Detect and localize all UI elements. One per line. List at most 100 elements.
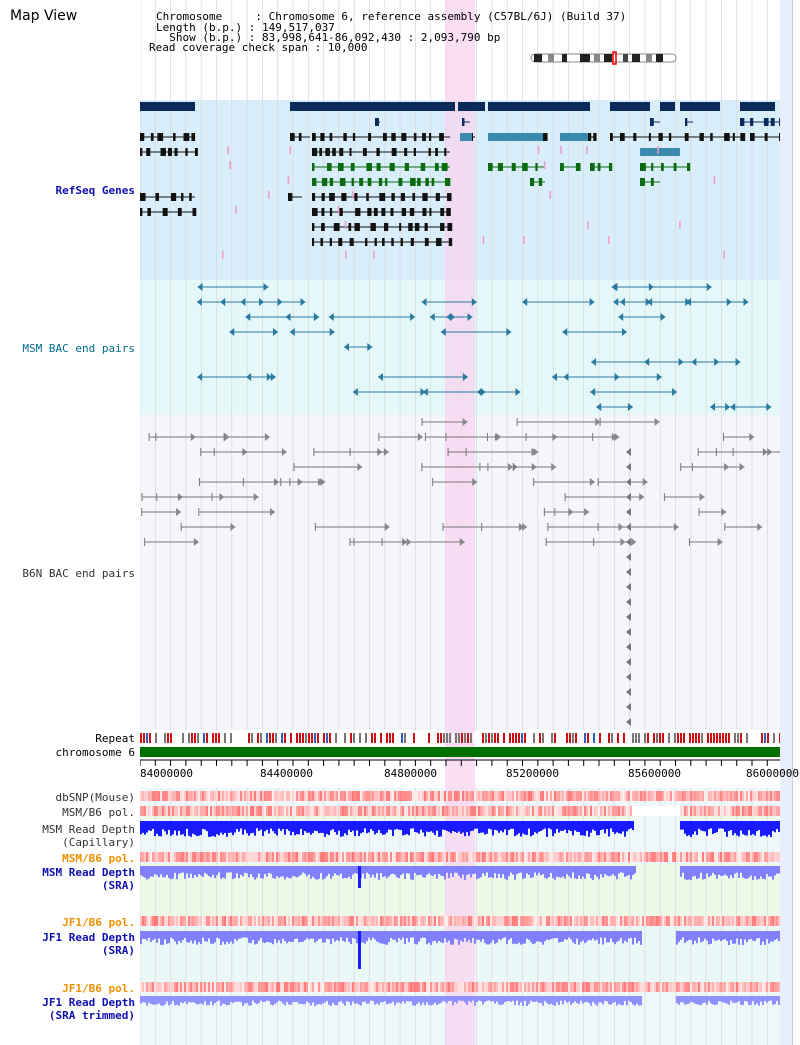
exon	[462, 118, 465, 126]
msm-depth-sra-bar	[758, 866, 760, 880]
dbsnp-heat	[306, 791, 308, 801]
msm-depth-sra-bar	[336, 866, 338, 876]
msm-depth-sra-bar	[364, 866, 366, 879]
jf1-depth-trim-bar	[482, 996, 484, 1005]
jf1-depth-trim-bar	[602, 996, 604, 1005]
jf1-b6-pol-heat	[534, 916, 536, 926]
jf1-b6-pol-trim-heat	[754, 982, 756, 992]
msm-b6-pol-sra-heat	[170, 852, 172, 862]
msm-depth-capillary-bar	[506, 821, 508, 836]
msm-depth-capillary-bar	[712, 821, 714, 835]
axis-tick-label: 84000000	[140, 767, 193, 780]
jf1-depth-sra-bar	[392, 931, 394, 940]
msm-depth-sra-bar	[206, 866, 208, 875]
dbsnp-heat	[428, 791, 430, 801]
bac-end	[197, 283, 203, 291]
exon	[410, 238, 414, 246]
bac-end	[626, 703, 631, 711]
msm-b6-pol-sra-heat	[758, 852, 760, 862]
jf1-b6-pol-heat	[342, 916, 344, 926]
dbsnp-heat	[262, 791, 264, 801]
repeat-mark	[665, 733, 667, 743]
jf1-depth-trim-bar	[452, 996, 454, 1006]
msm-b6-pol-sra-heat	[556, 852, 558, 862]
jf1-b6-pol-heat	[154, 916, 156, 926]
msm-b6-pol-sra-heat	[208, 852, 210, 862]
msm-depth-capillary-bar	[582, 821, 584, 836]
dbsnp-heat	[238, 791, 240, 801]
msm-b6-pol-heat	[286, 806, 288, 816]
jf1-b6-pol-heat	[726, 916, 728, 926]
jf1-depth-trim-bar	[200, 996, 202, 1004]
msm-b6-pol-heat	[488, 806, 490, 816]
vertical-scrollbar[interactable]	[792, 0, 800, 1045]
msm-b6-pol-sra-heat	[140, 852, 142, 862]
msm-b6-pol-heat	[630, 806, 632, 816]
exon	[348, 223, 352, 231]
track-label-b6n-bac: B6N BAC end pairs	[22, 567, 135, 580]
jf1-b6-pol-trim-heat	[334, 982, 336, 992]
msm-depth-sra-bar	[606, 866, 608, 876]
msm-b6-pol-heat	[566, 806, 568, 816]
jf1-depth-sra-bar	[454, 931, 456, 939]
jf1-depth-sra-bar	[232, 931, 234, 944]
jf1-depth-sra-bar	[428, 931, 430, 943]
jf1-b6-pol-heat	[142, 916, 144, 926]
jf1-b6-pol-heat	[434, 916, 436, 926]
dbsnp-heat	[220, 791, 222, 801]
dbsnp-heat	[242, 791, 244, 801]
jf1-depth-trim-bar	[496, 996, 498, 1002]
jf1-depth-sra-bar	[390, 931, 392, 938]
dbsnp-heat	[490, 791, 492, 801]
jf1-b6-pol-trim-heat	[540, 982, 542, 992]
jf1-depth-sra-bar	[462, 931, 464, 942]
msm-depth-capillary-bar	[508, 821, 510, 831]
bac-end	[193, 538, 199, 546]
jf1-b6-pol-heat	[224, 916, 226, 926]
repeat-mark	[485, 733, 487, 743]
repeat-mark	[539, 733, 541, 743]
dbsnp-heat	[196, 791, 198, 801]
repeat-mark	[536, 733, 538, 743]
msm-depth-sra-bar	[362, 866, 364, 874]
jf1-b6-pol-trim-heat	[348, 982, 350, 992]
msm-depth-capillary-bar	[364, 821, 366, 829]
msm-b6-pol-sra-heat	[324, 852, 326, 862]
jf1-b6-pol-trim-heat	[176, 982, 178, 992]
jf1-depth-trim-bar	[176, 996, 178, 1005]
msm-b6-pol-sra-heat	[180, 852, 182, 862]
exon	[619, 133, 625, 141]
jf1-b6-pol-heat	[188, 916, 190, 926]
jf1-depth-sra-bar	[288, 931, 290, 942]
repeat-mark	[431, 733, 433, 743]
msm-b6-pol-heat	[260, 806, 262, 816]
exon	[444, 178, 451, 186]
msm-depth-sra-bar	[442, 866, 444, 877]
msm-b6-pol-sra-heat	[192, 852, 194, 862]
pink-mark	[537, 146, 540, 154]
jf1-b6-pol-trim-heat	[146, 982, 148, 992]
msm-b6-pol-heat	[602, 806, 604, 816]
msm-depth-sra-bar	[348, 866, 350, 877]
jf1-b6-pol-trim-heat	[198, 982, 200, 992]
jf1-b6-pol-trim-heat	[684, 982, 686, 992]
msm-b6-pol-heat	[408, 806, 410, 816]
jf1-depth-trim-bar	[324, 996, 326, 1003]
repeat-mark	[608, 733, 610, 743]
bac-end	[462, 418, 468, 426]
msm-depth-sra-bar	[202, 866, 204, 877]
jf1-b6-pol-trim-heat	[434, 982, 436, 992]
msm-b6-pol-sra-heat	[196, 852, 198, 862]
jf1-b6-pol-heat	[232, 916, 234, 926]
jf1-depth-sra-bar	[172, 931, 174, 939]
msm-depth-sra-bar	[706, 866, 708, 874]
msm-b6-pol-sra-heat	[484, 852, 486, 862]
bac-end	[648, 283, 654, 291]
chromosome-ideogram[interactable]	[528, 51, 683, 65]
pink-mark	[523, 236, 525, 244]
dbsnp-heat	[322, 791, 324, 801]
bac-end	[320, 478, 326, 486]
msm-depth-capillary-bar	[194, 821, 196, 835]
jf1-depth-trim-bar	[590, 996, 592, 1006]
bac-end	[352, 388, 358, 396]
